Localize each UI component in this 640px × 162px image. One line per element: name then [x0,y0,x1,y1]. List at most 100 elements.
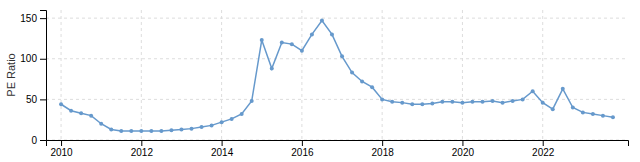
point [280,41,284,45]
tick-mark [141,140,142,146]
point [340,54,344,58]
tick-mark [543,140,544,146]
point [310,32,314,36]
point [400,101,404,105]
tick: 50 [26,94,46,105]
point [531,89,535,93]
axis-line [47,141,629,147]
tick-mark [40,140,46,141]
point [390,100,394,104]
point [541,101,545,105]
tick: 2014 [211,140,234,158]
point [501,101,505,105]
tick-label: 2022 [532,147,555,158]
line [61,21,613,132]
point [89,114,93,118]
point [601,114,605,118]
tick: 2016 [291,140,314,158]
tick-label: 100 [20,53,37,64]
tick-mark [382,140,383,146]
y-axis-title: PE Ratio [5,53,17,96]
point [491,99,495,103]
point [360,80,364,84]
tick-label: 2018 [372,147,395,158]
grid-line [542,10,543,140]
point [330,32,334,36]
tick: 2012 [131,140,154,158]
point [79,111,83,115]
point [270,67,274,71]
tick-label: 150 [20,13,37,24]
tick-label: 2014 [211,147,234,158]
point [99,122,103,126]
point [450,100,454,104]
point [571,106,575,110]
point [190,127,194,131]
tick: 100 [20,53,46,64]
tick-mark [40,59,46,60]
grid-line [382,10,383,140]
point [179,127,183,131]
point [109,127,113,131]
marks [59,19,615,134]
tick-label: 2010 [50,147,73,158]
point [149,129,153,133]
point [430,101,434,105]
grid-line [46,58,628,59]
point [119,129,123,133]
point [220,120,224,124]
point [511,99,515,103]
tick: 2018 [372,140,395,158]
point [481,100,485,104]
point [410,102,414,106]
point [69,109,73,113]
tick-mark [40,18,46,19]
point [350,71,354,75]
point [420,102,424,106]
chart: 2010 2012 2014 2016 2018 2020 2022 0 50 100 150 PE … [0,0,640,162]
tick-mark [222,140,223,146]
point [380,97,384,101]
point [521,97,525,101]
point [611,115,615,119]
tick-mark [302,140,303,146]
point [561,87,565,91]
tick-label: 0 [31,135,37,146]
point [300,49,304,53]
grid [46,10,628,140]
tick-label: 50 [26,94,38,105]
tick: 2020 [452,140,475,158]
point [210,123,214,127]
axis-line [40,11,47,141]
tick-mark [61,140,62,146]
point [59,102,63,106]
point [320,19,324,23]
plot: 2010 2012 2014 2016 2018 2020 2022 0 50 100 150 [20,10,628,158]
point [129,129,133,133]
point [370,85,374,89]
grid-line [301,10,302,140]
point [260,38,264,42]
point [440,100,444,104]
tick-mark [40,99,46,100]
tick: 150 [20,13,46,24]
x-axis: 2010 2012 2014 2016 2018 2020 2022 [47,140,629,158]
tick-label: 2020 [452,147,475,158]
tick-label: 2016 [291,147,314,158]
tick-label: 2012 [131,147,154,158]
point [250,99,254,103]
tick: 0 [31,135,46,146]
y-axis: 0 50 100 150 [20,11,46,146]
grid-line [46,18,628,19]
point [169,128,173,132]
tick: 2010 [50,140,73,158]
point [581,110,585,114]
grid-line [141,10,142,140]
point [460,101,464,105]
tick-mark [462,140,463,146]
point [551,107,555,111]
tick: 2022 [532,140,555,158]
point [230,117,234,121]
point [200,125,204,129]
grid-line [61,10,62,140]
